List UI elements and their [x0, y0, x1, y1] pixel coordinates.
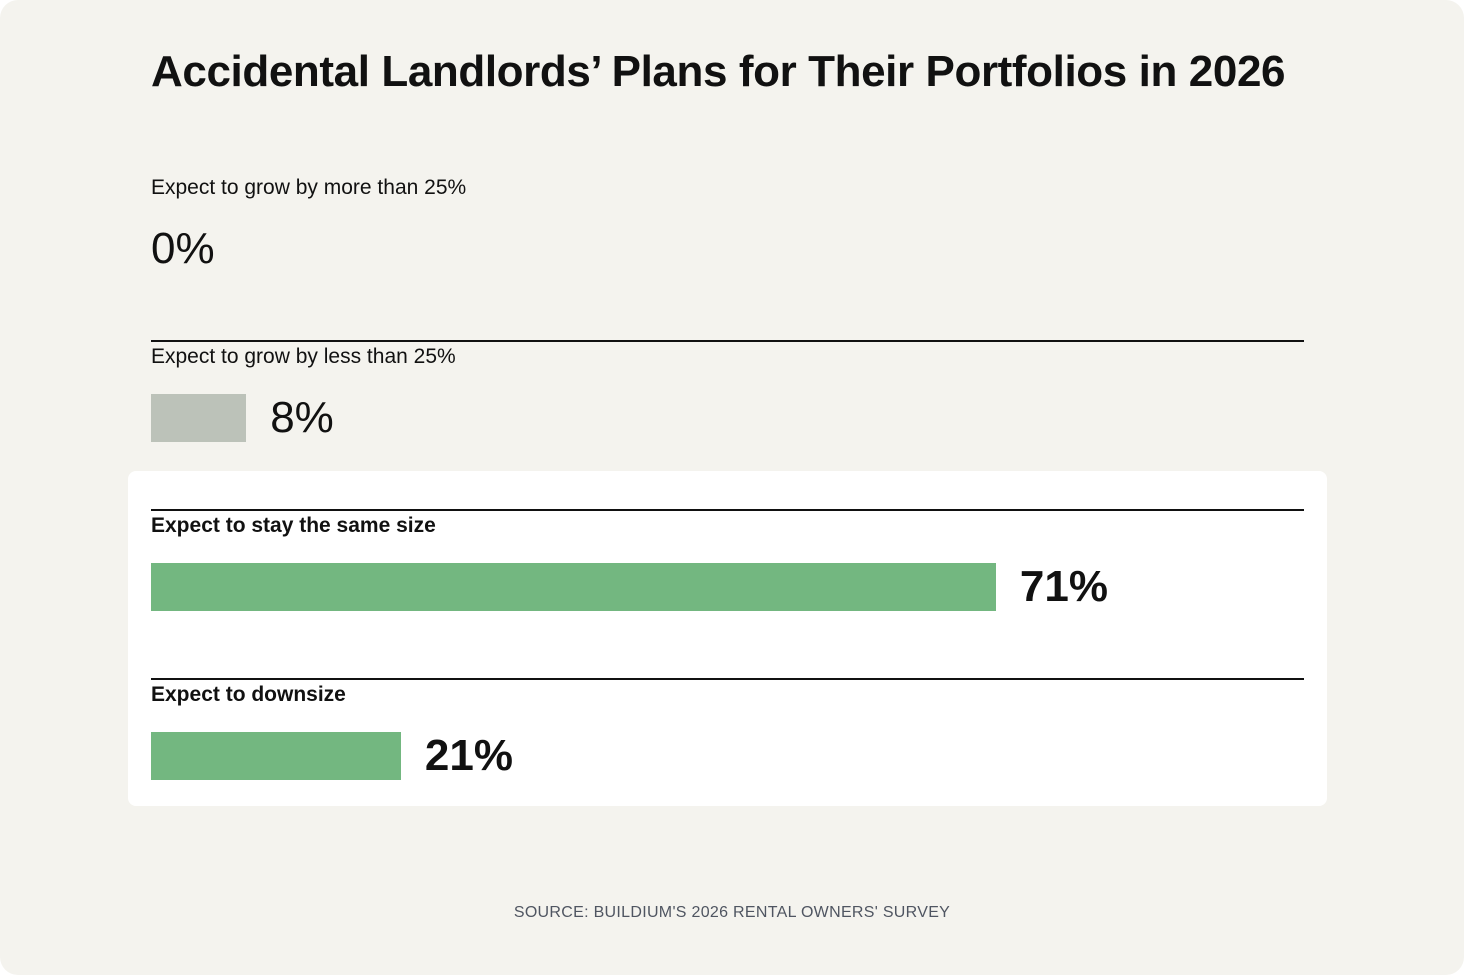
category-label: Expect to stay the same size: [151, 514, 436, 537]
bar: [151, 394, 247, 442]
chart-title: Accidental Landlords’ Plans for Their Po…: [151, 47, 1286, 96]
bar: [151, 563, 996, 611]
value-label: 8%: [270, 393, 334, 442]
row-divider: [151, 340, 1304, 342]
row-divider: [151, 509, 1304, 511]
value-label: 0%: [151, 224, 215, 273]
row-divider: [151, 678, 1304, 680]
value-label: 71%: [1019, 562, 1108, 611]
source-note: SOURCE: BUILDIUM'S 2026 RENTAL OWNERS' S…: [513, 904, 951, 921]
bar-row: Expect to downsize 21%: [151, 679, 1304, 849]
value-label: 21%: [424, 731, 513, 780]
category-label: Expect to grow by less than 25%: [151, 345, 456, 368]
bar-row: Expect to grow by more than 25% 0%: [151, 172, 1304, 342]
bar-row: Expect to stay the same size 71%: [151, 510, 1304, 680]
bar-row: Expect to grow by less than 25% 8%: [151, 341, 1304, 511]
bar: [151, 732, 401, 780]
category-label: Expect to downsize: [151, 683, 346, 706]
category-label: Expect to grow by more than 25%: [151, 176, 467, 199]
